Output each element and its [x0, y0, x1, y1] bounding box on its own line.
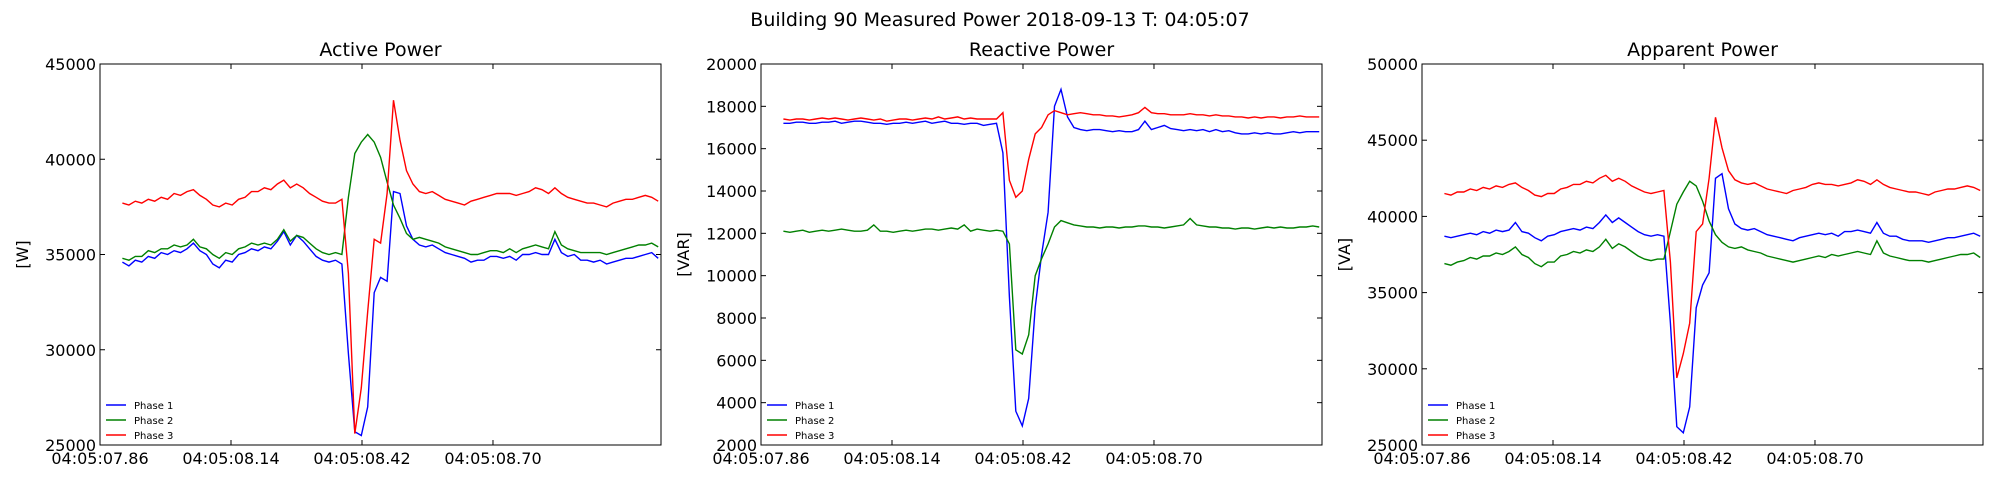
legend: Phase 1 Phase 2 Phase 3	[767, 401, 834, 442]
legend-label: Phase 1	[134, 401, 173, 412]
legend: Phase 1 Phase 2 Phase 3	[1428, 401, 1495, 442]
x-tick-label: 04:05:07.86	[1373, 449, 1470, 468]
legend-label: Phase 3	[1456, 431, 1495, 442]
y-tick-label: 18000	[706, 97, 757, 116]
x-tick-label: 04:05:08.14	[1504, 449, 1601, 468]
legend-label: Phase 3	[795, 431, 834, 442]
axes-frame	[1421, 63, 1984, 446]
y-tick-label: 10000	[706, 267, 757, 286]
y-tick-label: 6000	[716, 351, 757, 370]
series-line-phase-3	[1444, 117, 1981, 379]
y-tick-label: 45000	[1367, 131, 1418, 150]
y-tick-label: 45000	[45, 55, 96, 74]
x-tick-label: 04:05:08.14	[182, 449, 279, 468]
legend-label: Phase 2	[795, 416, 834, 427]
panel-1: Active Power [W] 25000 30000 35000 40000 45000…	[13, 39, 662, 468]
x-tick-label: 04:05:07.86	[51, 449, 148, 468]
figure-title: Building 90 Measured Power 2018-09-13 T:…	[750, 9, 1249, 31]
panel-2: Reactive Power [VAR] 2000 4000 6000 8000 10000…	[674, 39, 1323, 468]
series-line-phase-3	[783, 106, 1320, 199]
y-tick-label: 25000	[45, 436, 96, 455]
series-line-phase-2	[1444, 180, 1981, 268]
legend-label: Phase 3	[134, 431, 173, 442]
series-line-phase-1	[1444, 172, 1981, 435]
legend-label: Phase 1	[1456, 401, 1495, 412]
y-tick-label: 40000	[45, 150, 96, 169]
legend-label: Phase 2	[1456, 416, 1495, 427]
x-tick-label: 04:05:08.42	[1635, 449, 1732, 468]
y-tick-label: 12000	[706, 224, 757, 243]
x-tick-label: 04:05:08.14	[843, 449, 940, 468]
y-tick-label: 8000	[716, 309, 757, 328]
series-line-phase-3	[122, 100, 659, 434]
x-tick-label: 04:05:08.70	[444, 449, 541, 468]
y-tick-label: 2000	[716, 436, 757, 455]
axes-frame	[760, 63, 1323, 446]
series-line-phase-2	[783, 217, 1320, 356]
y-tick-label: 30000	[45, 341, 96, 360]
x-tick-label: 04:05:08.42	[313, 449, 410, 468]
y-tick-label: 16000	[706, 140, 757, 159]
y-axis-label: [W]	[13, 240, 32, 268]
y-tick-label: 35000	[1367, 284, 1418, 303]
panel-title: Apparent Power	[1627, 39, 1778, 61]
x-tick-label: 04:05:08.70	[1766, 449, 1863, 468]
y-tick-label: 30000	[1367, 360, 1418, 379]
y-tick-label: 14000	[706, 182, 757, 201]
legend-label: Phase 2	[134, 416, 173, 427]
panel-title: Active Power	[319, 39, 441, 61]
series-line-phase-1	[122, 190, 659, 437]
axes-frame	[99, 63, 662, 446]
x-tick-label: 04:05:08.42	[974, 449, 1071, 468]
y-tick-label: 25000	[1367, 436, 1418, 455]
series-line-phase-2	[122, 133, 659, 261]
y-axis-label: [VA]	[1335, 238, 1354, 271]
legend-label: Phase 1	[795, 401, 834, 412]
y-tick-label: 35000	[45, 246, 96, 265]
x-tick-label: 04:05:08.70	[1105, 449, 1202, 468]
y-axis-label: [VAR]	[674, 232, 693, 276]
legend: Phase 1 Phase 2 Phase 3	[106, 401, 173, 442]
y-tick-label: 4000	[716, 394, 757, 413]
series-line-phase-1	[783, 87, 1320, 429]
y-tick-label: 20000	[706, 55, 757, 74]
y-tick-label: 40000	[1367, 207, 1418, 226]
panel-title: Reactive Power	[969, 39, 1114, 61]
panel-3: Apparent Power [VA] 25000 30000 35000 40000 45…	[1335, 39, 1984, 468]
y-tick-label: 50000	[1367, 55, 1418, 74]
x-tick-label: 04:05:07.86	[712, 449, 809, 468]
